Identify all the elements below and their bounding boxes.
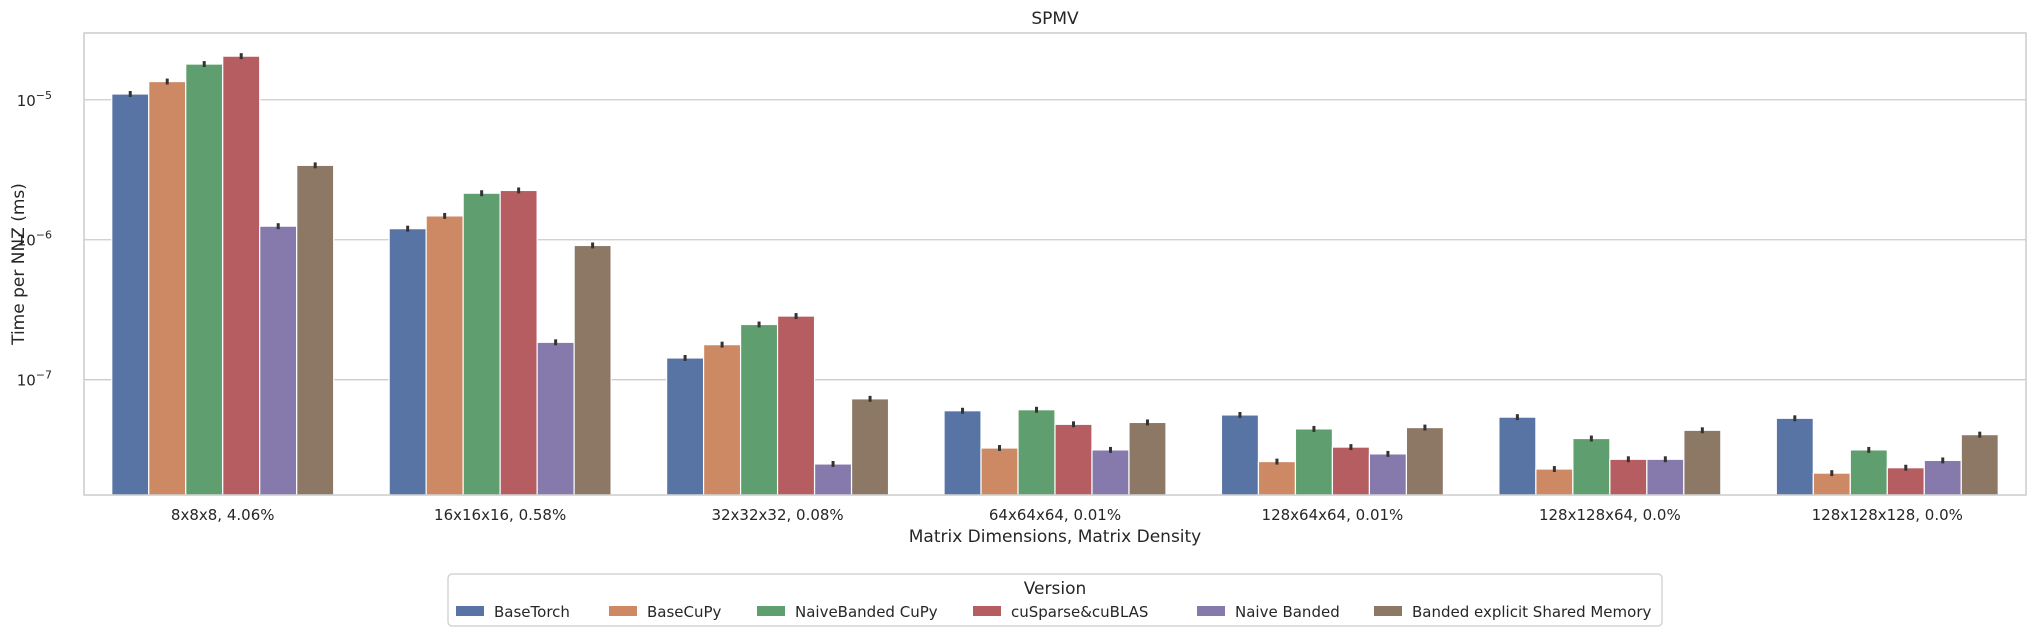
bar: [702, 344, 742, 496]
x-axis-label: Matrix Dimensions, Matrix Density: [909, 527, 1202, 547]
bar: [1054, 423, 1093, 496]
bar: [185, 63, 224, 496]
legend-label: BaseCuPy: [647, 603, 722, 621]
bar: [1331, 446, 1371, 496]
y-tick-base: 10: [17, 372, 36, 390]
legend-swatch: [973, 606, 1001, 616]
bar: [1849, 449, 1888, 496]
bar: [222, 55, 261, 496]
x-tick-label: 128x128x128, 0.0%: [1812, 506, 1963, 524]
bar: [111, 93, 150, 496]
y-tick-label: 10−6: [17, 229, 52, 250]
bar: [536, 341, 575, 496]
legend: Version BaseTorch BaseCuPy NaiveBanded CuP…: [447, 573, 1663, 627]
legend-swatch: [456, 606, 484, 616]
y-tick-exponent: −5: [36, 89, 52, 102]
legend-label: cuSparse&cuBLAS: [1011, 603, 1148, 621]
bar: [776, 315, 816, 496]
x-tick-label: 32x32x32, 0.08%: [711, 506, 843, 524]
x-ticks: 8x8x8, 4.06% 16x16x16, 0.58% 32x32x32, 0.0…: [171, 506, 1963, 524]
bar: [1220, 414, 1260, 496]
bar: [148, 80, 187, 496]
x-tick-label: 128x128x64, 0.0%: [1539, 506, 1681, 524]
bar: [1257, 460, 1297, 496]
x-tick-label: 64x64x64, 0.01%: [989, 506, 1121, 524]
bar: [1683, 429, 1722, 496]
y-tick-exponent: −7: [36, 369, 52, 382]
chart-title: SPMV: [1031, 9, 1079, 29]
bar: [1775, 417, 1814, 496]
legend-swatch: [757, 606, 785, 616]
bar: [850, 398, 890, 496]
bars: [111, 53, 1999, 496]
bar: [499, 189, 538, 496]
legend-items: BaseTorch BaseCuPy NaiveBanded CuPy cuSpars…: [456, 603, 1651, 621]
bar: [980, 447, 1019, 496]
legend-label: Naive Banded: [1235, 603, 1340, 621]
bar: [1812, 472, 1851, 496]
y-tick-exponent: −6: [36, 229, 52, 242]
bar: [1886, 467, 1925, 496]
bar: [943, 410, 982, 496]
legend-box: [447, 573, 1663, 627]
legend-swatch: [609, 606, 637, 616]
legend-label: BaseTorch: [494, 603, 570, 621]
x-tick-label: 128x64x64, 0.01%: [1262, 506, 1404, 524]
plot-frame: [83, 32, 2027, 496]
x-tick-label: 8x8x8, 4.06%: [171, 506, 275, 524]
legend-label: Banded explicit Shared Memory: [1412, 603, 1651, 621]
bar: [1128, 421, 1167, 496]
y-tick-base: 10: [17, 92, 36, 110]
bar: [1405, 426, 1445, 496]
bar: [813, 463, 853, 496]
bar: [1960, 434, 1999, 496]
x-tick-label: 16x16x16, 0.58%: [434, 506, 566, 524]
bar: [1294, 428, 1334, 496]
bar: [573, 244, 612, 496]
bar: [1572, 437, 1611, 496]
bar: [1091, 449, 1130, 496]
bar: [296, 164, 335, 496]
legend-title: Version: [1024, 579, 1087, 599]
bar: [1646, 458, 1685, 496]
bar: [259, 225, 298, 496]
bar: [388, 228, 427, 496]
bar: [1923, 459, 1962, 496]
y-tick-label: 10−7: [17, 369, 52, 390]
bar: [1609, 458, 1648, 496]
legend-swatch: [1197, 606, 1225, 616]
bar: [1498, 416, 1537, 496]
legend-label: NaiveBanded CuPy: [795, 603, 938, 621]
bar: [739, 323, 779, 496]
y-ticks: 10−710−610−5: [17, 89, 52, 390]
bar: [1017, 409, 1056, 496]
legend-swatch: [1374, 606, 1402, 616]
bar: [462, 192, 501, 496]
y-tick-base: 10: [17, 232, 36, 250]
y-tick-label: 10−5: [17, 89, 52, 110]
y-axis-label: Time per NNZ (ms): [9, 183, 29, 346]
bar: [425, 215, 464, 496]
bar: [665, 357, 705, 496]
bar: [1535, 468, 1574, 496]
bar: [1368, 453, 1408, 496]
